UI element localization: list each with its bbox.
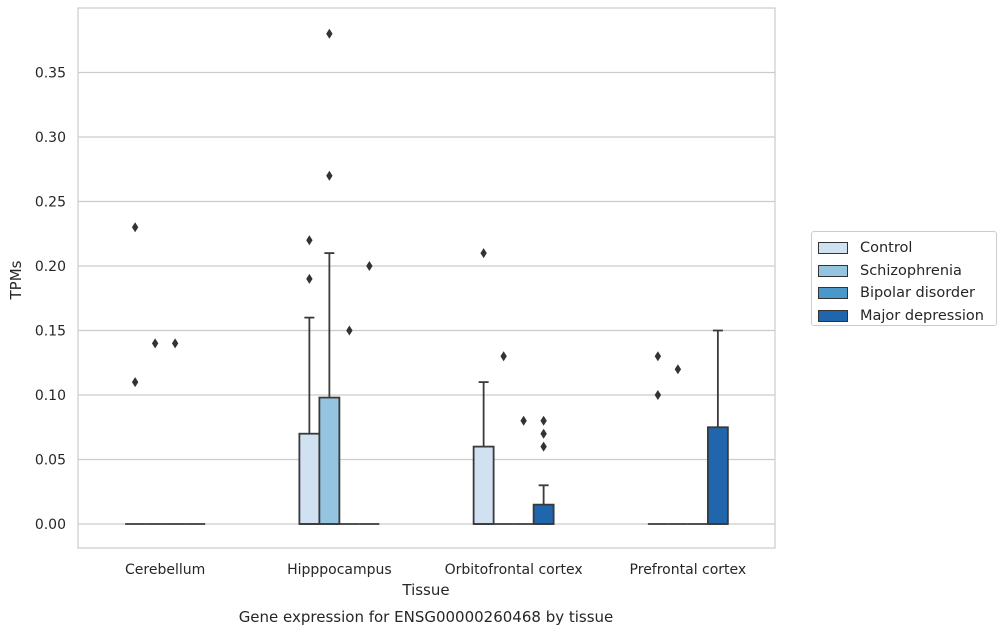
- legend-item: Schizophrenia: [818, 260, 996, 283]
- y-tick-label: 0.35: [35, 66, 66, 82]
- x-axis-title: Tissue: [401, 581, 449, 599]
- x-tick-label: Cerebellum: [125, 562, 205, 578]
- outlier-point: [326, 28, 333, 39]
- box: [298, 432, 321, 525]
- plot-marks: [125, 28, 729, 525]
- legend: Control Schizophrenia Bipolar disorder Majo…: [811, 231, 997, 326]
- outlier-point: [346, 325, 353, 336]
- legend-label: Bipolar disorder: [860, 285, 975, 302]
- y-tick-label: 0.00: [35, 517, 66, 533]
- outlier-point: [654, 390, 662, 400]
- outlier-point: [366, 261, 373, 271]
- legend-item: Bipolar disorder: [818, 282, 996, 305]
- legend-swatch: [818, 287, 848, 300]
- legend-swatch: [818, 242, 848, 255]
- x-tick-label: Prefrontal cortex: [630, 562, 747, 578]
- outlier-point: [171, 338, 179, 349]
- box: [532, 503, 555, 525]
- outlier-point: [540, 428, 547, 439]
- box: [706, 426, 729, 525]
- legend-item: Control: [818, 237, 996, 260]
- legend-label: Major depression: [860, 307, 984, 324]
- x-tick-label: Hipppocampus: [287, 562, 392, 578]
- box: [318, 396, 341, 525]
- legend-swatch: [818, 309, 848, 322]
- outlier-point: [654, 351, 662, 362]
- outlier-point: [151, 338, 159, 349]
- outlier-point: [540, 415, 547, 426]
- legend-label: Schizophrenia: [860, 262, 962, 279]
- y-tick-label: 0.25: [35, 195, 66, 211]
- chart-caption: Gene expression for ENSG00000260468 by t…: [239, 608, 614, 626]
- y-axis-title: TPMs: [7, 260, 25, 300]
- outlier-point: [131, 377, 139, 388]
- outlier-point: [674, 364, 682, 375]
- y-tick-label: 0.10: [35, 388, 66, 404]
- legend-label: Control: [860, 240, 913, 257]
- outlier-point: [480, 248, 487, 259]
- box: [472, 445, 495, 525]
- outlier-point: [520, 415, 527, 426]
- y-tick-label: 0.05: [35, 453, 66, 469]
- x-tick-label: Orbitofrontal cortex: [445, 562, 583, 578]
- x-tick-labels: Cerebellum Hipppocampus Orbitofrontal cort…: [125, 562, 746, 578]
- outlier-point: [131, 222, 139, 233]
- outlier-point: [326, 170, 333, 181]
- legend-swatch: [818, 264, 848, 277]
- outlier-point: [500, 351, 507, 362]
- grid-lines: [78, 71, 775, 525]
- y-tick-labels: 0.00 0.05 0.10 0.15 0.20 0.25 0.30 0.35: [35, 66, 66, 534]
- y-tick-label: 0.30: [35, 130, 66, 146]
- outlier-point: [306, 235, 313, 246]
- plot-frame: [77, 7, 776, 549]
- y-tick-label: 0.15: [35, 324, 66, 340]
- outlier-point: [540, 441, 547, 452]
- y-tick-label: 0.20: [35, 259, 66, 275]
- legend-item: Major depression: [818, 305, 996, 328]
- outlier-point: [306, 273, 313, 284]
